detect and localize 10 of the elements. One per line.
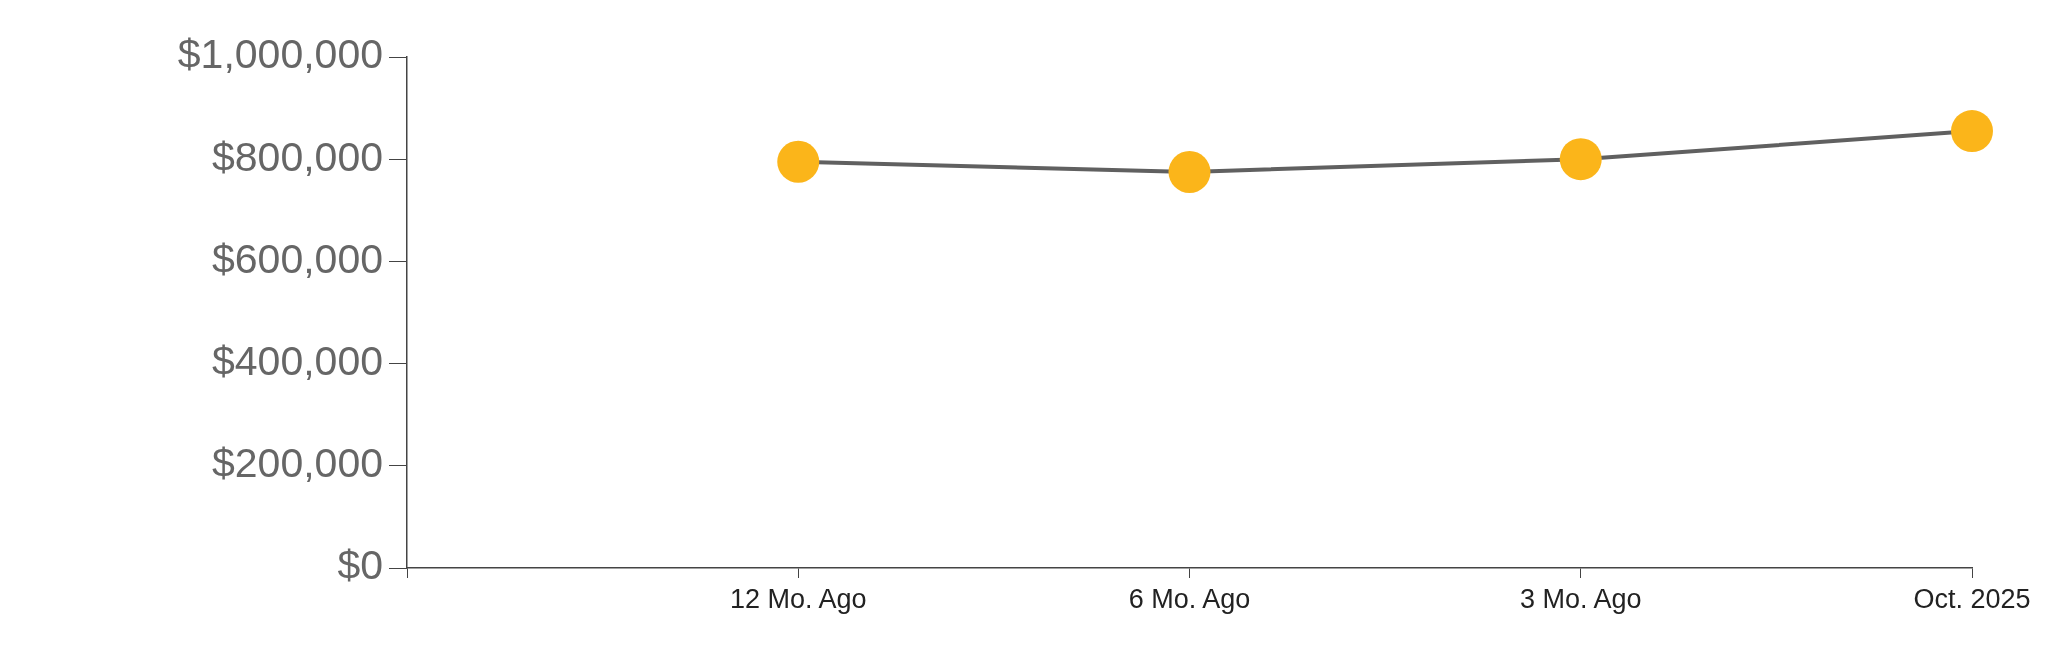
y-tick-label: $200,000	[211, 440, 383, 487]
y-tick-label: $0	[337, 542, 383, 589]
y-tick-label: $600,000	[211, 235, 383, 282]
x-tick-label: Oct. 2025	[1913, 583, 2031, 614]
x-tick-label: 12 Mo. Ago	[729, 583, 867, 614]
y-tick-label: $800,000	[211, 133, 383, 180]
y-tick-label: $400,000	[211, 337, 383, 384]
x-tick-label: 6 Mo. Ago	[1128, 583, 1251, 614]
x-tick-label: 3 Mo. Ago	[1519, 583, 1642, 614]
y-tick-label: $1,000,000	[177, 31, 383, 78]
